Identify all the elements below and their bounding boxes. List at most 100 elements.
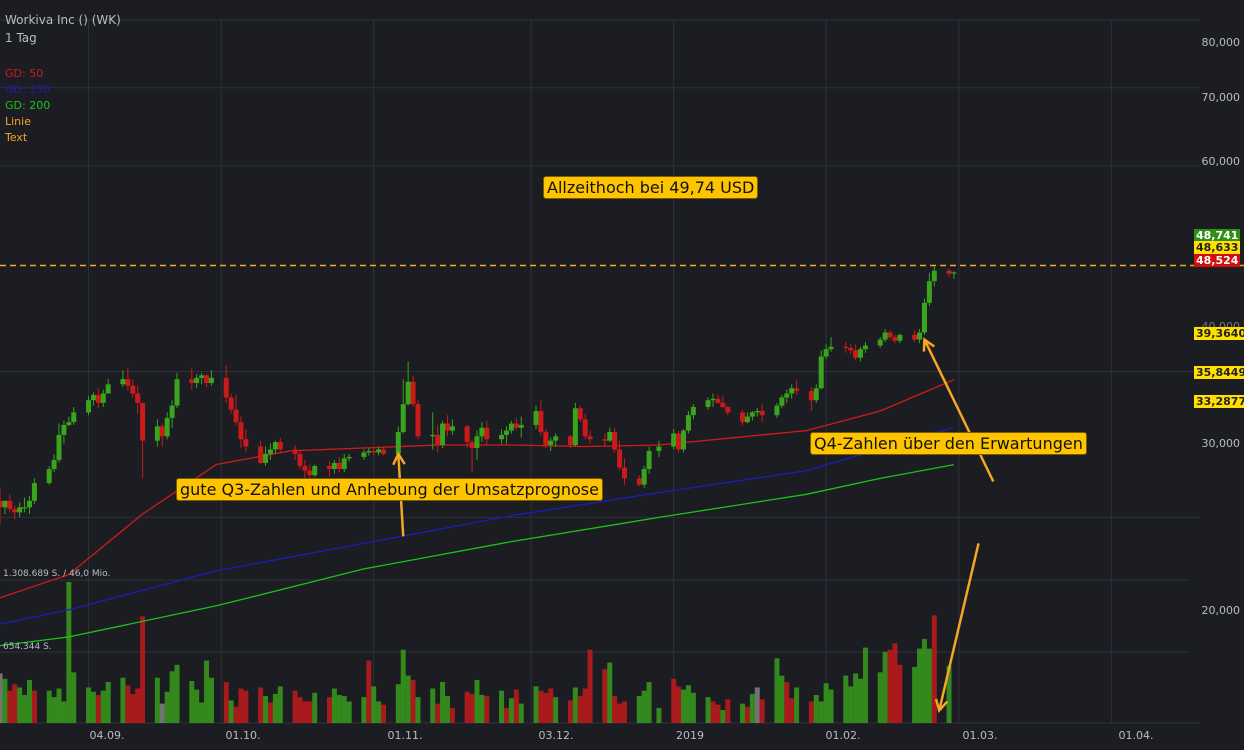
volume-bar: [754, 687, 760, 723]
volume-bar: [444, 696, 450, 723]
volume-bar: [656, 707, 662, 723]
volume-bar: [17, 687, 23, 723]
candle-body: [577, 408, 583, 420]
volume-bar: [297, 697, 303, 723]
volume-bar: [361, 697, 367, 723]
volume-bar: [779, 675, 785, 723]
volume-bar: [46, 690, 52, 723]
volume-bar: [371, 686, 377, 723]
volume-bar: [381, 704, 387, 723]
volume-bar: [125, 685, 131, 723]
candle-body: [828, 346, 834, 350]
y-tick-label: 30,000: [1201, 437, 1241, 450]
volume-bar: [848, 686, 854, 723]
volume-bar: [95, 694, 101, 723]
volume-bar: [553, 697, 559, 723]
annotation-all-time-high: Allzeithoch bei 49,74 USD: [543, 176, 759, 199]
candle-body: [818, 356, 824, 389]
candle-body: [862, 345, 868, 350]
candle-body: [646, 450, 652, 470]
value-tag-gd50: 39,3640: [1194, 327, 1244, 340]
volume-bar: [513, 689, 519, 723]
value-tag-high: 48,741: [1194, 229, 1241, 242]
candle-body: [415, 404, 421, 437]
y-tick-label: 80,000: [1201, 36, 1241, 49]
value-tag-last: 48,633: [1194, 241, 1241, 254]
volume-bar: [567, 700, 573, 723]
x-tick-label: 01.03.: [962, 729, 998, 742]
volume-bar: [479, 694, 485, 723]
x-tick-label: 01.04.: [1118, 729, 1154, 742]
candle-body: [602, 439, 608, 441]
volume-bar: [484, 696, 490, 723]
candle-body: [607, 432, 613, 441]
candle-body: [400, 404, 406, 433]
candle-body: [169, 405, 175, 418]
volume-bar: [862, 647, 868, 723]
ma-line-200: [0, 463, 955, 647]
annotation-arrow: [937, 543, 980, 711]
candle-body: [656, 446, 662, 451]
annotation-q4: Q4-Zahlen über den Erwartungen: [810, 432, 1087, 455]
candle-body: [440, 423, 446, 446]
candle-body: [366, 450, 372, 453]
volume-bar: [794, 687, 800, 723]
volume-bar: [843, 675, 849, 723]
volume-bar: [405, 675, 411, 723]
candle-body: [66, 422, 72, 425]
candle-body: [238, 422, 244, 440]
volume-bar: [744, 706, 750, 723]
volume-bar: [307, 701, 313, 723]
candle-body: [676, 433, 682, 450]
volume-bar: [469, 693, 475, 723]
candle-body: [882, 332, 888, 340]
volume-bar: [759, 699, 765, 723]
volume-bar: [808, 701, 814, 723]
chart-interval: 1 Tag: [5, 31, 37, 45]
candle-body: [503, 430, 509, 435]
volume-bar: [681, 689, 687, 723]
candle-body: [469, 442, 475, 448]
candle-body: [302, 465, 308, 471]
volume-bar: [690, 692, 696, 723]
candle-body: [464, 426, 470, 443]
volume-bar: [464, 691, 470, 723]
y-tick-label: 20,000: [1201, 604, 1241, 617]
volume-bar: [159, 703, 165, 723]
ma-line-150: [0, 426, 955, 625]
candle-body: [71, 412, 77, 423]
x-tick-label: 01.10.: [225, 729, 261, 742]
volume-bar: [617, 703, 623, 723]
x-tick-label: 04.09.: [89, 729, 125, 742]
annotation-arrow-head: [922, 337, 935, 352]
y-tick-label: 70,000: [1201, 91, 1241, 104]
volume-bar: [100, 690, 106, 723]
volume-bar: [27, 679, 33, 723]
candle-body: [951, 272, 957, 274]
volume-bar: [887, 649, 893, 723]
volume-bar: [174, 664, 180, 723]
volume-bar: [641, 690, 647, 723]
volume-bar: [233, 706, 239, 723]
volume-bar: [199, 702, 205, 723]
volume-bar: [130, 693, 136, 723]
volume-bar: [774, 658, 780, 723]
candle-body: [582, 419, 588, 437]
candle-body: [208, 377, 214, 384]
volume-bar: [376, 701, 382, 723]
candle-body: [848, 347, 854, 351]
candle-body: [0, 500, 3, 508]
volume-bar: [946, 665, 952, 723]
legend-gd150: GD: 150: [5, 83, 51, 96]
candle-body: [189, 379, 195, 384]
candle-body: [272, 442, 278, 450]
volume-bar: [86, 687, 92, 723]
candle-body: [784, 393, 790, 398]
candle-body: [243, 439, 249, 447]
candle-body: [617, 449, 623, 468]
candle-body: [2, 500, 8, 508]
candle-body: [912, 334, 918, 340]
candle-body: [223, 377, 229, 398]
volume-bar: [263, 696, 269, 723]
